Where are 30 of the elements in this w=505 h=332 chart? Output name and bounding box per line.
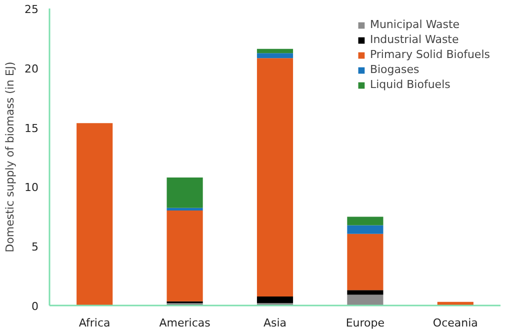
legend-label: Liquid Biofuels: [370, 78, 450, 91]
bar: [256, 48, 294, 54]
y-tick-label: 5: [32, 240, 38, 254]
x-tick-label: Europe: [346, 316, 385, 330]
bar: [347, 294, 384, 306]
y-axis-title: Domestic supply of biomass (in EJ): [4, 62, 17, 252]
bar: [256, 58, 294, 296]
x-tick-label: Africa: [78, 316, 110, 330]
y-tick-label: 10: [24, 181, 39, 194]
bar: [347, 216, 384, 226]
bar: [166, 178, 203, 208]
x-tick-label: Asia: [263, 316, 287, 330]
bar: [166, 210, 203, 302]
x-tick-label: Americas: [159, 316, 211, 330]
legend-label: Biogases: [370, 63, 420, 76]
legend-label: Industrial Waste: [370, 33, 459, 46]
bar: [256, 296, 294, 304]
y-tick-label: 0: [32, 300, 38, 313]
bar: [256, 53, 294, 58]
y-tick-label: 15: [24, 122, 39, 135]
x-tick-label: Oceania: [432, 316, 478, 330]
legend-label: Municipal Waste: [370, 18, 460, 31]
legend-label: Primary Solid Biofuels: [370, 48, 490, 61]
bar: [166, 208, 203, 210]
y-tick-label: 25: [24, 3, 39, 16]
bar: [347, 234, 384, 290]
y-tick-label: 20: [24, 62, 39, 76]
bar: [347, 290, 384, 295]
bar: [76, 123, 113, 306]
bar: [347, 225, 384, 234]
